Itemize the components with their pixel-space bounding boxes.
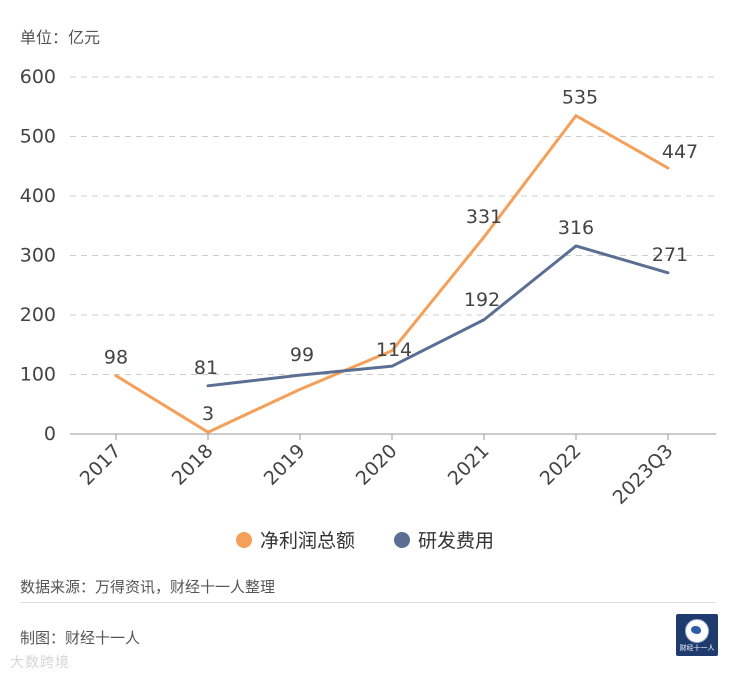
data-label: 535 xyxy=(562,87,598,109)
data-label: 81 xyxy=(194,357,218,379)
grid-lines xyxy=(70,76,716,375)
watermark: 大数跨境 xyxy=(10,655,70,671)
unit-label: 单位：亿元 xyxy=(20,28,101,47)
data-label: 192 xyxy=(464,289,500,311)
divider xyxy=(20,602,716,603)
y-tick-label: 200 xyxy=(20,304,56,326)
legend-marker-0 xyxy=(236,532,252,548)
credit-note: 制图：财经十一人 xyxy=(20,629,141,647)
series-lines xyxy=(114,114,670,434)
data-labels: 98 3 331 535 447 81 99 114 192 316 271 xyxy=(104,87,698,426)
legend: 净利润总额 研发费用 xyxy=(236,530,494,552)
legend-label-0: 净利润总额 xyxy=(260,530,355,552)
y-tick-label: 100 xyxy=(20,364,56,386)
x-tick-label: 2018 xyxy=(168,440,218,490)
data-label: 271 xyxy=(652,244,688,266)
publisher-logo: 财经十一人 xyxy=(676,614,718,656)
y-axis-ticks: 0 100 200 300 400 500 600 xyxy=(20,66,56,445)
data-label: 3 xyxy=(202,403,214,425)
x-tick-label: 2021 xyxy=(444,440,494,490)
y-tick-label: 300 xyxy=(20,245,56,267)
x-tick-label: 2023Q3 xyxy=(609,440,678,509)
logo-text: 财经十一人 xyxy=(679,644,715,652)
source-note: 数据来源：万得资讯，财经十一人整理 xyxy=(20,578,276,596)
y-tick-label: 400 xyxy=(20,185,56,207)
x-tick-label: 2019 xyxy=(260,440,310,490)
y-tick-label: 500 xyxy=(20,126,56,148)
y-tick-label: 0 xyxy=(44,423,56,445)
legend-marker-1 xyxy=(394,532,410,548)
data-label: 331 xyxy=(466,206,502,228)
data-label: 99 xyxy=(290,344,314,366)
x-axis: 2017 2018 2019 2020 2021 2022 2023Q3 xyxy=(70,433,716,509)
x-tick-label: 2022 xyxy=(536,440,586,490)
series-line-1 xyxy=(206,244,670,388)
series-line-0 xyxy=(114,114,670,434)
globe-icon xyxy=(685,619,709,643)
x-tick-label: 2020 xyxy=(352,440,402,490)
y-tick-label: 600 xyxy=(20,66,56,88)
x-tick-label: 2017 xyxy=(76,440,126,490)
legend-label-1: 研发费用 xyxy=(418,530,494,552)
data-label: 447 xyxy=(662,141,698,163)
data-label: 316 xyxy=(558,217,594,239)
data-label: 114 xyxy=(376,339,412,361)
data-label: 98 xyxy=(104,347,128,369)
